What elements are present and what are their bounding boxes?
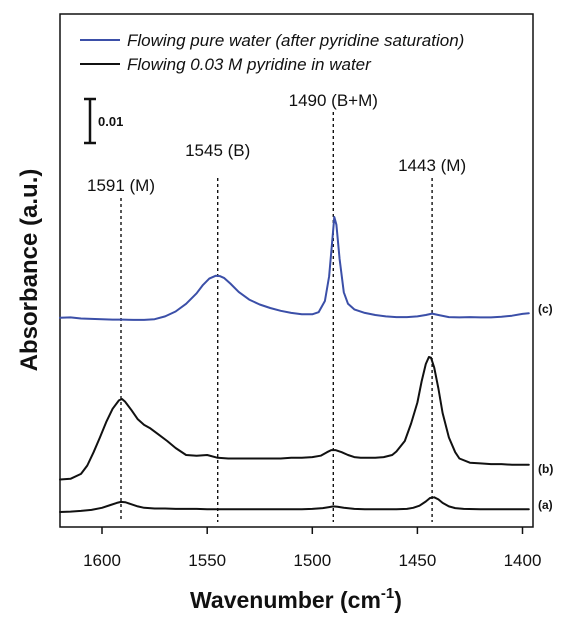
plot-frame <box>59 13 534 528</box>
legend-label-b: Flowing 0.03 M pyridine in water <box>127 55 372 74</box>
legend: Flowing pure water (after pyridine satur… <box>80 31 464 74</box>
curve-label-a: (a) <box>538 498 553 512</box>
legend-label-c: Flowing pure water (after pyridine satur… <box>127 31 464 50</box>
x-tick-label: 1450 <box>398 551 436 570</box>
spectra: (c) (b) (a) <box>59 216 553 513</box>
peak-label: 1490 (B+M) <box>289 91 378 110</box>
series-line-b <box>59 356 530 481</box>
x-axis-title-main: Wavenumber (cm <box>190 587 381 613</box>
y-axis-title: Absorbance (a.u.) <box>16 169 43 372</box>
x-axis-title-close: ) <box>394 587 402 613</box>
scale-bar-label: 0.01 <box>98 114 123 129</box>
series-line-a <box>59 496 530 513</box>
x-axis: 1600 1550 1500 1450 1400 <box>83 527 541 570</box>
x-tick-label: 1500 <box>293 551 331 570</box>
curve-label-b: (b) <box>538 462 553 476</box>
x-tick-label: 1400 <box>504 551 542 570</box>
peak-label: 1443 (M) <box>398 156 466 175</box>
peak-label: 1591 (M) <box>87 176 155 195</box>
peak-label: 1545 (B) <box>185 141 250 160</box>
x-tick-label: 1600 <box>83 551 121 570</box>
x-axis-title-sup: -1 <box>381 585 394 602</box>
peak-guides: 1591 (M) 1545 (B) 1490 (B+M) 1443 (M) <box>87 91 466 522</box>
x-tick-label: 1550 <box>188 551 226 570</box>
curve-label-c: (c) <box>538 302 553 316</box>
x-axis-title: Wavenumber (cm-1) <box>190 585 402 613</box>
series-line-c <box>59 216 530 321</box>
scale-bar: 0.01 <box>84 97 123 145</box>
